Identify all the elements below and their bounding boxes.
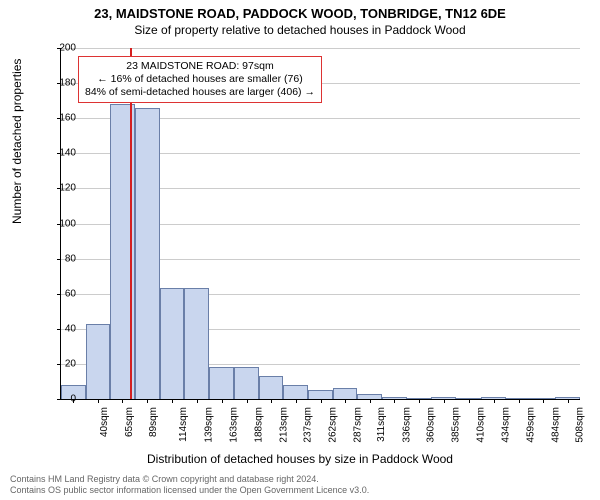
title-sub: Size of property relative to detached ho…: [0, 21, 600, 37]
histogram-bar: [308, 390, 333, 399]
xtick-mark: [147, 399, 148, 403]
xtick-mark: [345, 399, 346, 403]
x-axis-label: Distribution of detached houses by size …: [0, 452, 600, 466]
annotation-line: 23 MAIDSTONE ROAD: 97sqm: [85, 60, 315, 73]
ytick-label: 0: [46, 394, 76, 405]
gridline: [61, 48, 580, 49]
xtick-mark: [469, 399, 470, 403]
xtick-mark: [568, 399, 569, 403]
histogram-bar: [160, 288, 185, 399]
xtick-mark: [543, 399, 544, 403]
ytick-label: 140: [46, 148, 76, 159]
xtick-label: 410sqm: [476, 407, 487, 443]
xtick-label: 213sqm: [278, 407, 289, 443]
xtick-mark: [494, 399, 495, 403]
y-axis-label: Number of detached properties: [10, 59, 24, 224]
histogram-bar: [209, 367, 234, 399]
xtick-mark: [122, 399, 123, 403]
xtick-mark: [222, 399, 223, 403]
xtick-mark: [271, 399, 272, 403]
xtick-label: 114sqm: [178, 407, 189, 442]
xtick-label: 40sqm: [99, 407, 110, 437]
xtick-mark: [296, 399, 297, 403]
annotation-line: 84% of semi-detached houses are larger (…: [85, 86, 315, 99]
xtick-label: 188sqm: [253, 407, 264, 443]
ytick-label: 40: [46, 323, 76, 334]
histogram-bar: [259, 376, 284, 399]
xtick-mark: [519, 399, 520, 403]
xtick-label: 139sqm: [204, 407, 215, 443]
xtick-label: 237sqm: [302, 407, 313, 443]
ytick-label: 80: [46, 253, 76, 264]
histogram-bar: [184, 288, 209, 399]
xtick-label: 262sqm: [327, 407, 338, 443]
ytick-label: 100: [46, 218, 76, 229]
xtick-label: 287sqm: [353, 407, 364, 443]
xtick-label: 65sqm: [124, 407, 135, 437]
xtick-label: 484sqm: [550, 407, 561, 443]
xtick-label: 459sqm: [525, 407, 536, 443]
annotation-line: ← 16% of detached houses are smaller (76…: [85, 73, 315, 86]
xtick-label: 163sqm: [228, 407, 239, 443]
histogram-bar: [234, 367, 259, 399]
histogram-bar: [333, 388, 358, 399]
chart-container: 23, MAIDSTONE ROAD, PADDOCK WOOD, TONBRI…: [0, 0, 600, 500]
xtick-mark: [247, 399, 248, 403]
xtick-mark: [419, 399, 420, 403]
ytick-label: 200: [46, 43, 76, 54]
ytick-label: 180: [46, 78, 76, 89]
xtick-label: 434sqm: [500, 407, 511, 443]
xtick-label: 385sqm: [451, 407, 462, 443]
xtick-mark: [197, 399, 198, 403]
ytick-label: 60: [46, 288, 76, 299]
xtick-mark: [394, 399, 395, 403]
xtick-mark: [370, 399, 371, 403]
histogram-bar: [86, 324, 111, 399]
ytick-label: 20: [46, 358, 76, 369]
ytick-label: 120: [46, 183, 76, 194]
xtick-label: 360sqm: [426, 407, 437, 443]
title-main: 23, MAIDSTONE ROAD, PADDOCK WOOD, TONBRI…: [0, 0, 600, 21]
xtick-label: 89sqm: [148, 407, 159, 437]
annotation-box: 23 MAIDSTONE ROAD: 97sqm ← 16% of detach…: [78, 56, 322, 103]
footer-line: Contains HM Land Registry data © Crown c…: [10, 474, 369, 485]
xtick-mark: [321, 399, 322, 403]
xtick-mark: [444, 399, 445, 403]
footer-line: Contains OS public sector information li…: [10, 485, 369, 496]
histogram-bar: [135, 108, 160, 399]
xtick-mark: [98, 399, 99, 403]
xtick-label: 508sqm: [574, 407, 585, 443]
xtick-mark: [172, 399, 173, 403]
ytick-label: 160: [46, 113, 76, 124]
xtick-label: 311sqm: [376, 407, 387, 442]
xtick-label: 336sqm: [402, 407, 413, 443]
footer: Contains HM Land Registry data © Crown c…: [10, 474, 369, 496]
histogram-bar: [283, 385, 308, 399]
